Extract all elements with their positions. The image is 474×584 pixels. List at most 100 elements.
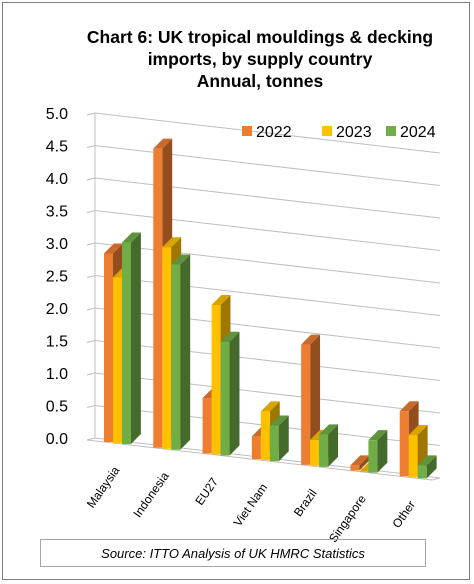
y-tick-label: 1.5 (46, 334, 68, 351)
y-tick-label: 4.0 (46, 171, 68, 188)
bar-2024-singapore (368, 430, 388, 473)
chart-frame (2, 2, 470, 580)
bar-top (220, 331, 240, 342)
bar-front (260, 411, 270, 461)
bar-2022-brazil (301, 334, 321, 465)
bar-front (251, 436, 261, 460)
bar-2024-eu27 (220, 331, 240, 456)
bar-2024-brazil (319, 424, 339, 467)
chart-title-line-2: imports, by supply country (147, 49, 373, 69)
gridline-depth (86, 177, 96, 181)
legend-swatch-2023 (322, 126, 332, 136)
gridline-depth (86, 307, 96, 311)
bar-2024-indonesia (171, 254, 191, 450)
bar-front (211, 304, 221, 455)
y-tick-label: 2.5 (46, 269, 68, 286)
y-tick-label: 0.0 (46, 431, 68, 448)
bar-top (350, 455, 370, 466)
bar-top (269, 415, 289, 426)
bar-front (368, 440, 378, 473)
gridline (94, 177, 441, 219)
y-tick-label: 4.5 (46, 139, 68, 156)
bar-2024-other (417, 455, 437, 479)
bar-front (399, 411, 409, 477)
gridline (94, 340, 441, 381)
bar-front (202, 398, 212, 454)
bar-top (162, 237, 182, 248)
legend-swatch-2022 (242, 126, 252, 136)
bar-top (211, 294, 231, 305)
x-tick-label: EU27 (192, 475, 221, 508)
gridline-depth (86, 145, 96, 148)
legend-swatch-2024 (386, 126, 396, 136)
gridline (94, 275, 441, 316)
bar-side (359, 455, 370, 471)
bar-front (171, 264, 181, 450)
bar-top (104, 243, 123, 254)
bar-front (319, 434, 329, 467)
y-tick-label: 3.5 (46, 204, 68, 221)
x-tick-label: Other (389, 498, 418, 531)
bar-front (359, 471, 369, 473)
bar-side (328, 424, 339, 467)
bar-top (399, 401, 419, 412)
y-tick-label: 0.5 (46, 399, 68, 416)
bar-front (162, 247, 172, 449)
x-tick-label: Malaysia (84, 463, 123, 510)
legend-label-2023: 2023 (336, 124, 372, 141)
x-tick-label: Singapore (326, 492, 369, 545)
chart-title-line-1: Chart 6: UK tropical mouldings & decking (86, 27, 434, 47)
gridline (94, 242, 441, 284)
gridline (94, 112, 441, 154)
bar-front (350, 465, 360, 471)
gridline (94, 145, 441, 186)
bar-side (426, 455, 437, 479)
bar-side (131, 232, 141, 445)
bar-front (220, 341, 230, 456)
gridline-depth (86, 405, 96, 408)
bar-top (368, 430, 388, 441)
bar-front (301, 344, 311, 465)
bar-front (153, 148, 163, 448)
x-tick-label: Brazil (291, 487, 320, 520)
legend-label-2024: 2024 (400, 124, 436, 141)
bar-side (377, 430, 388, 473)
chart-source-note: Source: ITTO Analysis of UK HMRC Statist… (40, 539, 426, 567)
bar-front (417, 465, 427, 479)
gridline-depth (86, 210, 96, 213)
gridline (94, 372, 441, 414)
legend-label-2022: 2022 (256, 124, 292, 141)
bar-top (319, 424, 339, 435)
y-tick-label: 5.0 (46, 106, 68, 123)
bar-top (301, 334, 321, 345)
bar-top (153, 138, 173, 149)
bar-top (408, 425, 428, 436)
gridline (94, 307, 441, 349)
bar-top (260, 401, 280, 412)
bar-top (171, 254, 191, 265)
gridline-depth (86, 242, 96, 246)
bar-front (113, 277, 122, 444)
gridline-depth (86, 340, 96, 343)
bar-front (269, 425, 279, 462)
bar-front (104, 253, 113, 442)
bar-2024-viet-nam (269, 415, 289, 462)
gridline-depth (86, 372, 96, 376)
x-tick-label: Indonesia (130, 469, 172, 520)
bar-side (180, 254, 191, 450)
chart-title-line-3: Annual, tonnes (196, 71, 324, 91)
bar-side (310, 334, 321, 465)
gridline (94, 210, 441, 251)
bar-front (122, 242, 131, 445)
bar-top (122, 232, 141, 243)
bar-side (278, 415, 289, 462)
bar-2022-singapore (350, 455, 370, 471)
bar-2024-malaysia (122, 232, 141, 445)
gridline-depth (86, 275, 96, 278)
chart-source-text: Source: ITTO Analysis of UK HMRC Statist… (101, 545, 365, 561)
x-tick-label: Viet Nam (231, 481, 271, 529)
bar-side (229, 331, 240, 456)
y-tick-label: 1.0 (46, 366, 68, 383)
y-tick-label: 2.0 (46, 301, 68, 318)
